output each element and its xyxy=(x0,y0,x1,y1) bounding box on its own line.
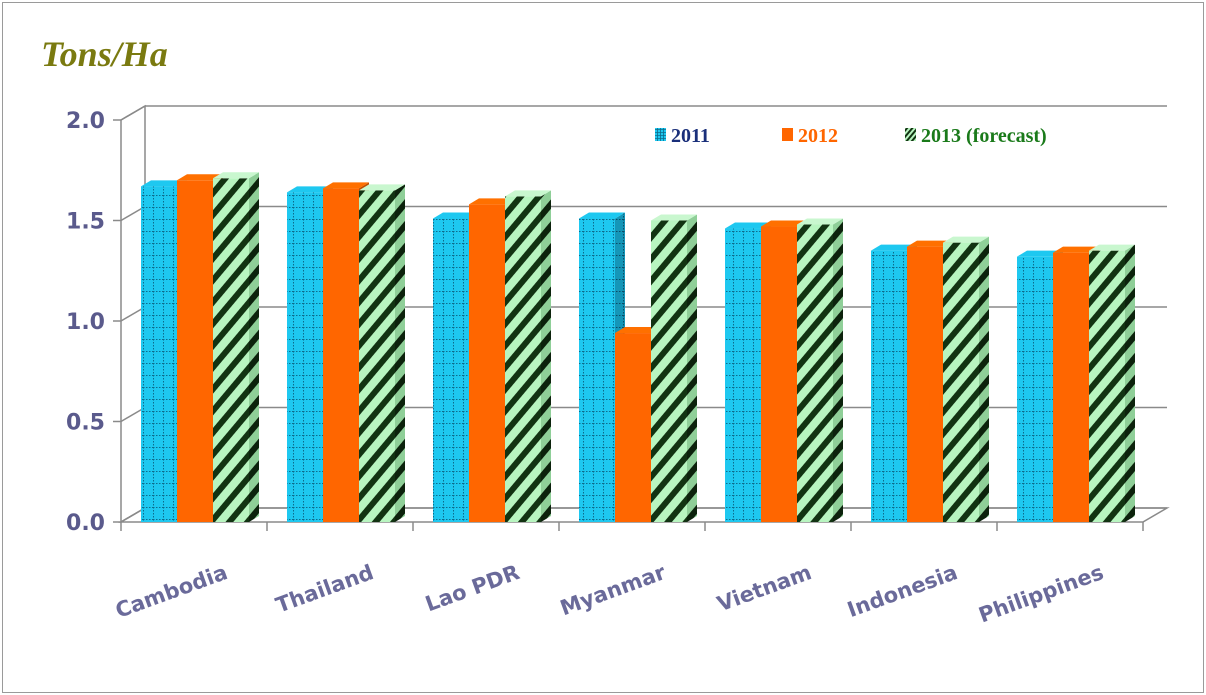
bar-front xyxy=(505,196,541,522)
bar-front xyxy=(323,188,359,522)
x-category-label: Thailand xyxy=(273,560,377,617)
bar-front xyxy=(871,250,907,522)
legend: 2011 2012 2013 (forecast) xyxy=(655,125,1047,147)
bar-top xyxy=(141,180,187,187)
bar-side xyxy=(687,214,697,522)
x-category-label: Myanmar xyxy=(557,560,669,620)
bar-front xyxy=(907,246,943,522)
gridline-side xyxy=(120,105,146,121)
bar-front xyxy=(797,224,833,522)
bar-front xyxy=(359,190,395,522)
bar-front xyxy=(141,186,177,522)
bar-top xyxy=(505,190,551,197)
x-category-label: Indonesia xyxy=(844,560,961,622)
bar-front xyxy=(1089,250,1125,522)
bar-side xyxy=(833,218,843,522)
bar-top xyxy=(177,174,223,181)
y-tick-label: 2.0 xyxy=(66,109,105,134)
bar xyxy=(797,218,843,522)
bar-front xyxy=(287,192,323,523)
bar-front xyxy=(1017,256,1053,522)
bar xyxy=(579,212,625,523)
bar-front xyxy=(1053,252,1089,522)
bar-top xyxy=(761,220,807,227)
bar-front xyxy=(579,218,615,523)
bar-top xyxy=(359,184,405,191)
bar-front xyxy=(943,242,979,523)
bar-top xyxy=(433,212,479,219)
bar-top xyxy=(615,327,661,334)
bar-chart: 0.0 0.5 1.0 1.5 2.0 Cambodia Thailand Lao PDR M… xyxy=(66,104,1170,628)
bar-top xyxy=(651,214,697,221)
bar-front xyxy=(433,218,469,523)
legend-label: 2013 (forecast) xyxy=(921,125,1047,147)
bar-top xyxy=(725,222,771,229)
bar-series-group xyxy=(120,172,1144,531)
x-category-label: Lao PDR xyxy=(422,560,523,616)
bar-top xyxy=(213,172,259,179)
y-tick-label: 0.0 xyxy=(66,511,105,536)
bar-side xyxy=(541,190,551,522)
bar-front xyxy=(213,178,249,523)
bar-front xyxy=(177,180,213,523)
y-tick-label: 1.5 xyxy=(66,210,105,235)
bar-side xyxy=(395,184,405,522)
chart-title: Tons/Ha xyxy=(41,34,168,74)
bar-front xyxy=(469,204,505,523)
x-category-label: Philippines xyxy=(975,560,1106,627)
bar-top xyxy=(579,212,625,219)
bar-top xyxy=(943,236,989,243)
legend-swatch xyxy=(782,128,793,141)
bar xyxy=(213,172,259,523)
x-category-label: Cambodia xyxy=(112,560,230,623)
bar xyxy=(943,236,989,523)
bar-top xyxy=(907,240,953,247)
legend-swatch xyxy=(655,128,666,141)
legend-swatch xyxy=(905,128,916,141)
legend-label: 2011 xyxy=(671,125,710,147)
bar xyxy=(359,184,405,522)
bar-front xyxy=(725,228,761,523)
bar xyxy=(651,214,697,522)
bar xyxy=(1089,244,1135,522)
bar-side xyxy=(979,236,989,523)
y-tick-label: 1.0 xyxy=(66,310,105,335)
bar-top xyxy=(871,244,917,251)
legend-label: 2012 xyxy=(798,125,838,147)
bar-top xyxy=(1089,244,1135,251)
bar-top xyxy=(287,186,333,193)
bar-top xyxy=(323,182,369,189)
bar-top xyxy=(1053,246,1099,253)
bar-front xyxy=(615,333,651,522)
bar-top xyxy=(797,218,843,225)
x-axis-category-labels: Cambodia Thailand Lao PDR Myanmar Vietnam Ind… xyxy=(112,560,1106,628)
y-axis-tick-labels: 0.0 0.5 1.0 1.5 2.0 xyxy=(66,109,105,536)
bar-front xyxy=(761,226,797,522)
bar-top xyxy=(1017,250,1063,257)
x-category-label: Vietnam xyxy=(714,560,815,616)
bar xyxy=(505,190,551,522)
y-tick-label: 0.5 xyxy=(66,411,105,436)
bar-top xyxy=(469,198,515,205)
bar-side xyxy=(249,172,259,523)
bar-front xyxy=(651,220,687,522)
bar-side xyxy=(1125,244,1135,522)
